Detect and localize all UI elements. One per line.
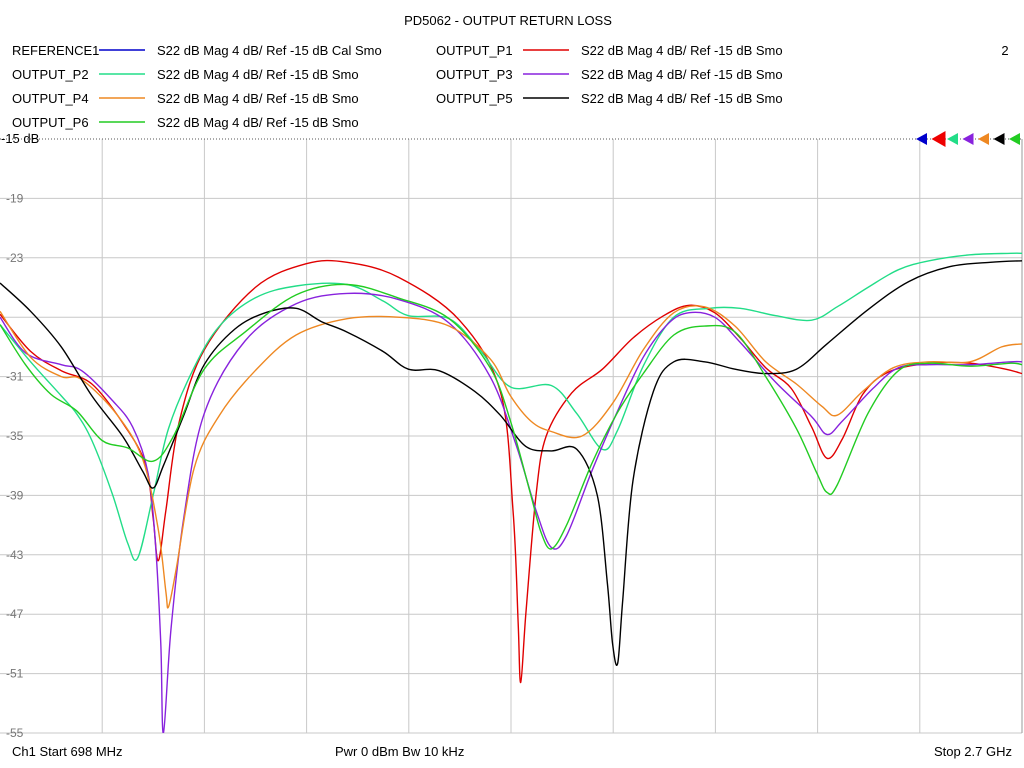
legend-entry: OUTPUT_P6 S22 dB Mag 4 dB/ Ref -15 dB Smo [12,115,359,130]
plot-area: -19 -23 -31 -35 -39 -43 -47 -51 -55 -15 dB [0,131,1023,740]
y-tick-label: -39 [6,488,24,502]
legend-series-desc: S22 dB Mag 4 dB/ Ref -15 dB Smo [581,91,783,106]
reference-label: -15 dB [1,131,39,146]
legend-series-desc: S22 dB Mag 4 dB/ Ref -15 dB Cal Smo [157,43,382,58]
footer-stop: Stop 2.7 GHz [934,744,1012,759]
reference-marker-icon [978,133,989,145]
y-tick-label: -19 [6,191,24,205]
trace-output-p5 [0,260,1022,666]
legend-entry: OUTPUT_P3 S22 dB Mag 4 dB/ Ref -15 dB Smo [436,67,783,82]
legend-series-desc: S22 dB Mag 4 dB/ Ref -15 dB Smo [581,43,783,58]
reference-marker-icon [947,133,958,145]
y-tick-label: -43 [6,548,24,562]
legend-series-desc: S22 dB Mag 4 dB/ Ref -15 dB Smo [157,67,359,82]
legend-series-name: OUTPUT_P5 [436,91,513,106]
legend-series-name: OUTPUT_P3 [436,67,513,82]
y-tick-labels: -19 -23 -31 -35 -39 -43 -47 -51 -55 [6,191,24,740]
legend-series-desc: S22 dB Mag 4 dB/ Ref -15 dB Smo [157,91,359,106]
legend-series-desc: S22 dB Mag 4 dB/ Ref -15 dB Smo [157,115,359,130]
trace-output-p1 [0,259,1022,684]
reference-marker-icon [931,131,946,147]
reference-marker-icon [962,133,974,145]
channel-markers [916,131,1020,147]
legend-entry: REFERENCE1 S22 dB Mag 4 dB/ Ref -15 dB Ca… [12,43,382,58]
reference-marker-icon [916,133,927,145]
trace-output-p6 [0,283,1022,550]
legend-entry: OUTPUT_P4 S22 dB Mag 4 dB/ Ref -15 dB Smo [12,91,359,106]
y-tick-label: -35 [6,429,24,443]
legend-entry: OUTPUT_P2 S22 dB Mag 4 dB/ Ref -15 dB Smo [12,67,359,82]
chart-title: PD5062 - OUTPUT RETURN LOSS [404,13,612,28]
legend-series-name: OUTPUT_P4 [12,91,89,106]
y-tick-label: -51 [6,667,24,681]
y-tick-label: -55 [6,726,24,740]
y-tick-label: -31 [6,370,24,384]
grid [0,139,1023,734]
legend: REFERENCE1 S22 dB Mag 4 dB/ Ref -15 dB Ca… [12,43,783,130]
footer-power: Pwr 0 dBm Bw 10 kHz [335,744,464,759]
legend-series-name: OUTPUT_P1 [436,43,513,58]
footer-start: Ch1 Start 698 MHz [12,744,123,759]
legend-series-name: OUTPUT_P6 [12,115,89,130]
legend-series-name: REFERENCE1 [12,43,99,58]
reference-marker-icon [993,133,1005,145]
reference-marker-icon [1009,133,1020,145]
trace-output-p2 [0,252,1022,562]
legend-entry: OUTPUT_P5 S22 dB Mag 4 dB/ Ref -15 dB Smo [436,91,783,106]
legend-series-desc: S22 dB Mag 4 dB/ Ref -15 dB Smo [581,67,783,82]
traces [0,252,1022,733]
window-number: 2 [1001,43,1008,58]
y-tick-label: -47 [6,607,24,621]
legend-series-name: OUTPUT_P2 [12,67,89,82]
trace-output-p4 [0,305,1022,609]
y-tick-label: -23 [6,251,24,265]
legend-entry: OUTPUT_P1 S22 dB Mag 4 dB/ Ref -15 dB Smo [436,43,783,58]
